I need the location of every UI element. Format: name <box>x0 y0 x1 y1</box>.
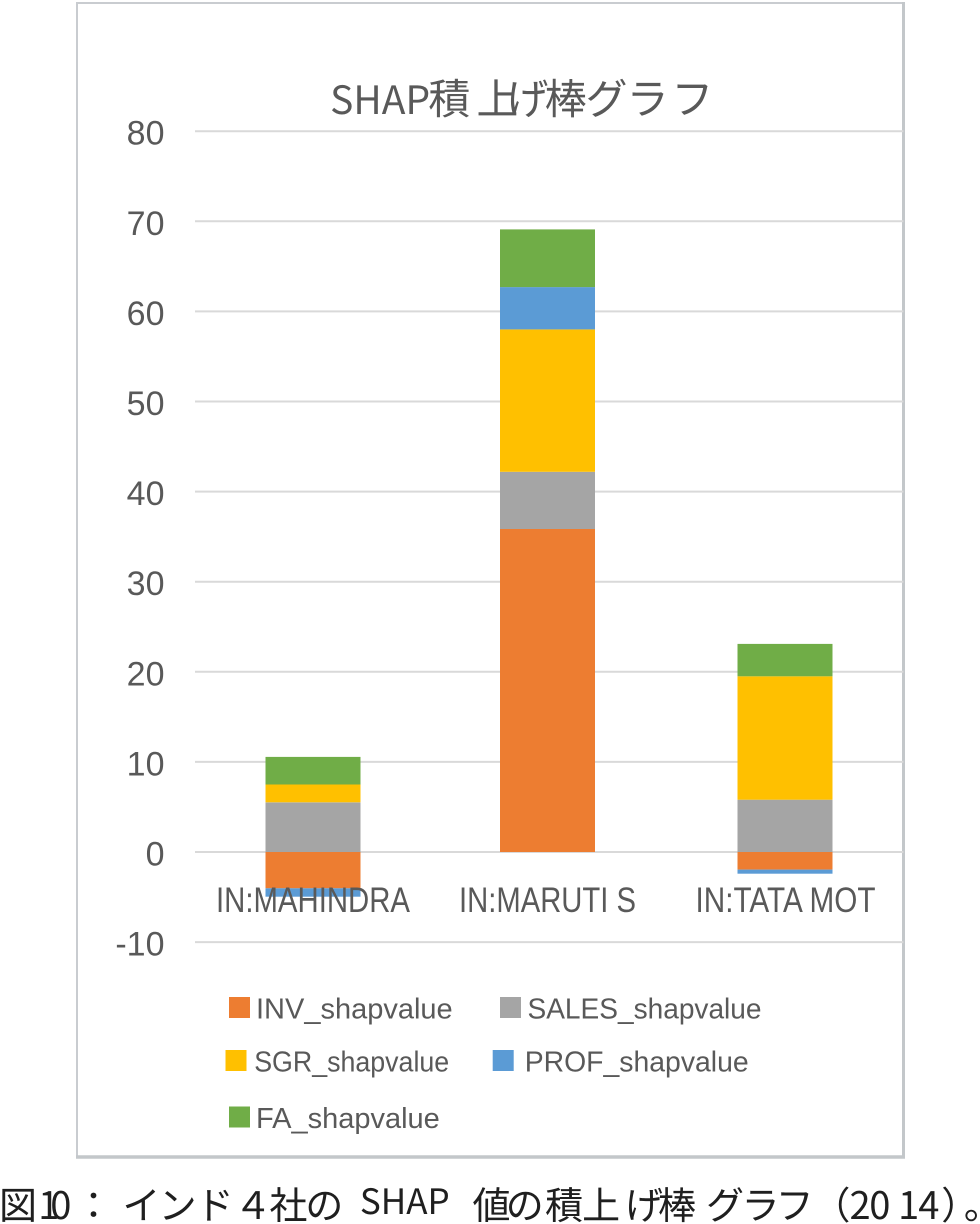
svg-text:IN:TATA MOT: IN:TATA MOT <box>696 881 876 920</box>
svg-text:20: 20 <box>127 655 165 693</box>
svg-text:INV_shapvalue: INV_shapvalue <box>256 993 453 1025</box>
svg-text:SGR_shapvalue: SGR_shapvalue <box>254 1046 449 1078</box>
svg-text:IN:MARUTI S: IN:MARUTI S <box>459 881 636 920</box>
svg-text:50: 50 <box>127 385 165 423</box>
svg-text:IN:MAHINDRA: IN:MAHINDRA <box>216 881 411 920</box>
svg-text:SALES_shapvalue: SALES_shapvalue <box>528 993 762 1025</box>
svg-text:FA_shapvalue: FA_shapvalue <box>256 1103 440 1135</box>
svg-text:40: 40 <box>127 475 165 513</box>
svg-text:60: 60 <box>127 295 165 333</box>
svg-text:10: 10 <box>127 745 165 783</box>
svg-text:0: 0 <box>146 836 165 874</box>
svg-text:-10: -10 <box>115 926 164 964</box>
svg-text:PROF_shapvalue: PROF_shapvalue <box>525 1046 749 1078</box>
svg-text:80: 80 <box>127 115 165 153</box>
svg-text:30: 30 <box>127 565 165 603</box>
svg-text:70: 70 <box>127 205 165 243</box>
